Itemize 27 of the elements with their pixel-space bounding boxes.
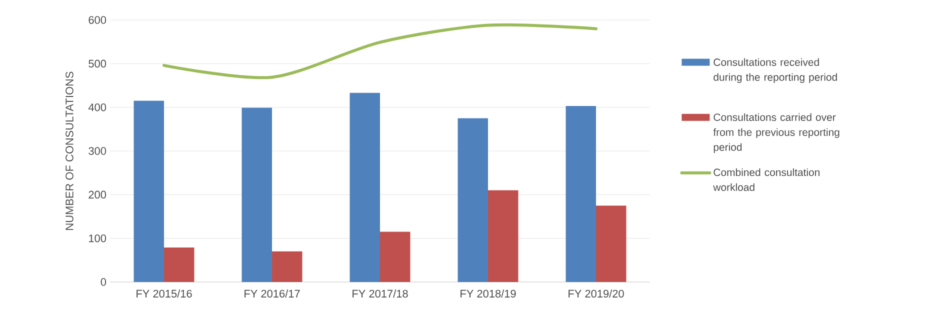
bar <box>272 251 302 282</box>
y-tick-label: 200 <box>88 190 106 199</box>
y-tick-label: 300 <box>88 147 106 155</box>
y-tick-label: 100 <box>89 234 106 242</box>
x-tick-label: FY 2016/17 <box>244 290 300 298</box>
bar <box>458 118 488 282</box>
x-tick-label: FY 2019/20 <box>568 290 624 298</box>
x-tick-label: FY 2017/18 <box>352 290 408 298</box>
bar <box>134 100 164 282</box>
bar <box>488 190 518 282</box>
bar <box>380 232 410 282</box>
x-tick-label: FY 2018/19 <box>460 290 516 298</box>
legend-label: Combined consultation workload <box>713 168 820 191</box>
bar <box>242 108 272 282</box>
y-tick-label: 500 <box>88 60 106 68</box>
bar <box>596 206 626 282</box>
y-tick-label: 600 <box>88 16 106 24</box>
bar <box>566 106 596 282</box>
x-tick-label: FY 2015/16 <box>136 290 192 298</box>
bar <box>350 92 380 282</box>
legend-label: Consultations carried over from the previous reporting period <box>713 113 840 153</box>
line-series <box>162 23 598 80</box>
y-axis-title: NUMBER OF CONSULTATIONS <box>66 72 74 230</box>
y-tick-label: 400 <box>88 103 106 112</box>
legend-label: Consultations received during the reporting period <box>714 58 837 83</box>
bar <box>164 248 194 282</box>
y-tick-label: 0 <box>100 278 106 286</box>
